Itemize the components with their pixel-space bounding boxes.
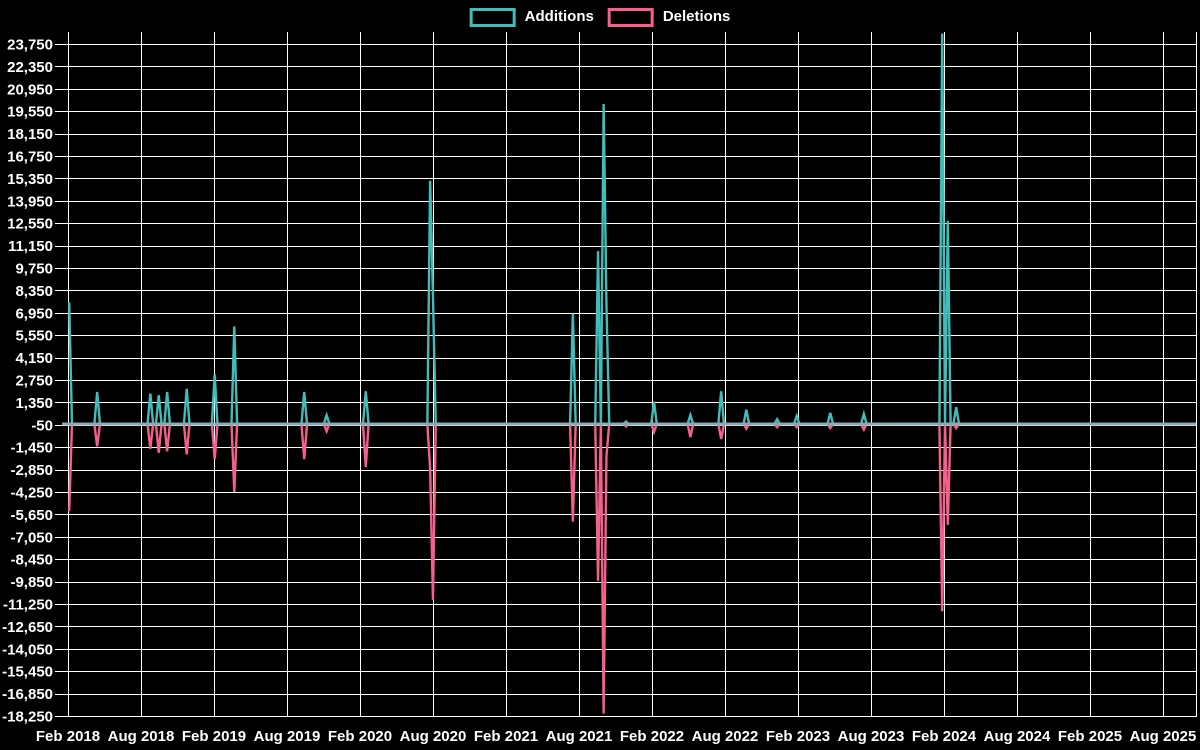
svg-text:Feb 2019: Feb 2019	[182, 728, 246, 745]
svg-text:-50: -50	[31, 417, 53, 434]
svg-text:-11,250: -11,250	[3, 597, 53, 614]
svg-text:Aug 2024: Aug 2024	[984, 728, 1051, 745]
svg-text:15,350: 15,350	[7, 171, 53, 188]
svg-text:-7,050: -7,050	[10, 529, 53, 546]
svg-text:-8,450: -8,450	[10, 552, 53, 569]
svg-text:19,550: 19,550	[7, 104, 53, 121]
svg-text:11,150: 11,150	[8, 238, 53, 255]
svg-text:Aug 2022: Aug 2022	[692, 728, 759, 745]
svg-text:2,750: 2,750	[15, 373, 53, 390]
svg-text:Feb 2021: Feb 2021	[474, 728, 538, 745]
svg-text:-15,450: -15,450	[2, 664, 53, 681]
svg-text:18,150: 18,150	[7, 126, 53, 143]
svg-text:-9,850: -9,850	[10, 574, 53, 591]
svg-text:-4,250: -4,250	[10, 485, 53, 502]
svg-text:4,150: 4,150	[15, 350, 53, 367]
deletions-swatch-icon	[607, 7, 654, 27]
svg-text:23,750: 23,750	[7, 37, 53, 54]
svg-text:8,350: 8,350	[15, 283, 53, 300]
y-axis-labels: 23,750 22,350 20,950 19,550 18,150 16,750 15,3…	[2, 37, 53, 726]
svg-text:6,950: 6,950	[15, 305, 53, 322]
svg-text:9,750: 9,750	[15, 261, 53, 278]
svg-text:20,950: 20,950	[7, 81, 53, 98]
deletions-line	[68, 422, 1189, 714]
svg-text:Aug 2018: Aug 2018	[108, 728, 175, 745]
grid-lines	[55, 32, 1197, 717]
svg-text:Aug 2023: Aug 2023	[838, 728, 905, 745]
svg-text:Aug 2019: Aug 2019	[254, 728, 321, 745]
additions-swatch-icon	[469, 7, 516, 27]
svg-text:-18,250: -18,250	[2, 709, 53, 726]
svg-text:-12,650: -12,650	[2, 619, 53, 636]
svg-text:-14,050: -14,050	[2, 641, 53, 658]
legend-item-deletions[interactable]: Deletions	[607, 7, 731, 27]
svg-text:-5,650: -5,650	[10, 507, 53, 524]
svg-text:Feb 2024: Feb 2024	[912, 728, 977, 745]
svg-text:22,350: 22,350	[7, 59, 53, 76]
legend-label-additions: Additions	[524, 8, 594, 25]
svg-text:-1,450: -1,450	[10, 440, 53, 457]
svg-text:16,750: 16,750	[7, 149, 53, 166]
additions-line	[68, 33, 1189, 426]
svg-text:Feb 2023: Feb 2023	[766, 728, 830, 745]
legend-label-deletions: Deletions	[662, 8, 731, 25]
svg-text:Feb 2025: Feb 2025	[1058, 728, 1122, 745]
legend-item-additions[interactable]: Additions	[469, 7, 594, 27]
svg-text:13,950: 13,950	[7, 193, 53, 210]
svg-text:12,550: 12,550	[7, 216, 53, 233]
svg-text:5,550: 5,550	[15, 328, 53, 345]
svg-text:-16,850: -16,850	[2, 686, 53, 703]
svg-text:-2,850: -2,850	[10, 462, 53, 479]
svg-text:Feb 2018: Feb 2018	[36, 728, 100, 745]
chart-legend: Additions Deletions	[469, 7, 731, 27]
svg-text:Aug 2025: Aug 2025	[1130, 728, 1197, 745]
svg-text:Feb 2022: Feb 2022	[620, 728, 684, 745]
svg-text:Aug 2021: Aug 2021	[546, 728, 613, 745]
x-axis-labels: Feb 2018 Aug 2018 Feb 2019 Aug 2019 Feb 2020…	[36, 728, 1196, 745]
svg-text:Feb 2020: Feb 2020	[328, 728, 392, 745]
svg-text:1,350: 1,350	[15, 395, 53, 412]
svg-text:Aug 2020: Aug 2020	[400, 728, 467, 745]
